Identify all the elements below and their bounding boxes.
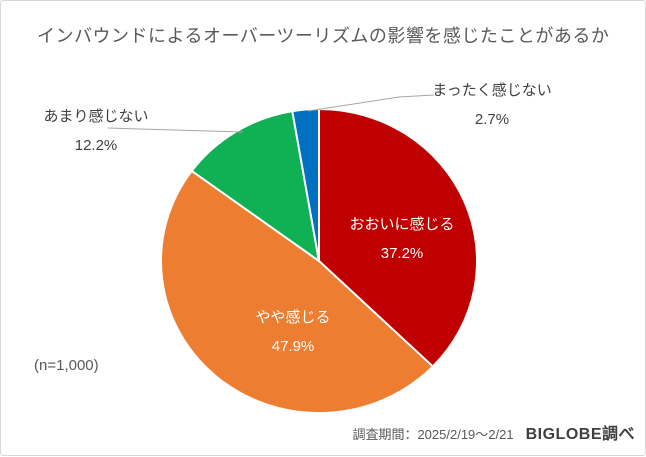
survey-period: 調査期間：2025/2/19～2/21 (352, 427, 514, 442)
chart-title: インバウンドによるオーバーツーリズムの影響を感じたことがあるか (37, 26, 610, 46)
slice-label-mattaku-kanjinai: まったく感じない 2.7% (432, 79, 551, 128)
slice-label-text: やや感じる (255, 309, 331, 326)
leader-line-green (107, 127, 244, 133)
footer: 調査期間：2025/2/19～2/21 BIGLOBE調べ (352, 420, 635, 444)
slice-label-text: まったく感じない (432, 82, 552, 99)
slice-label-pct: 47.9% (271, 338, 315, 355)
slice-label-ooini-kanjiru: おおいに感じる 37.2% (349, 213, 454, 262)
source-credit: BIGLOBE調べ (525, 426, 635, 443)
pie-slice-0 (318, 108, 478, 368)
slice-label-text: おおいに感じる (349, 216, 455, 233)
slice-label-pct: 12.2% (74, 137, 118, 154)
pie-slice-1 (160, 169, 434, 414)
slice-label-pct: 37.2% (380, 245, 424, 262)
slice-label-pct: 2.7% (474, 111, 510, 128)
leader-line-blue (307, 94, 435, 112)
sample-size-note: (n=1,000) (34, 357, 99, 374)
slice-label-text: あまり感じない (43, 108, 149, 125)
slice-label-yaya-kanjiru: やや感じる 47.9% (255, 306, 330, 355)
pie-slices (160, 107, 478, 414)
slice-label-amari-kanjinai: あまり感じない 12.2% (43, 105, 148, 154)
